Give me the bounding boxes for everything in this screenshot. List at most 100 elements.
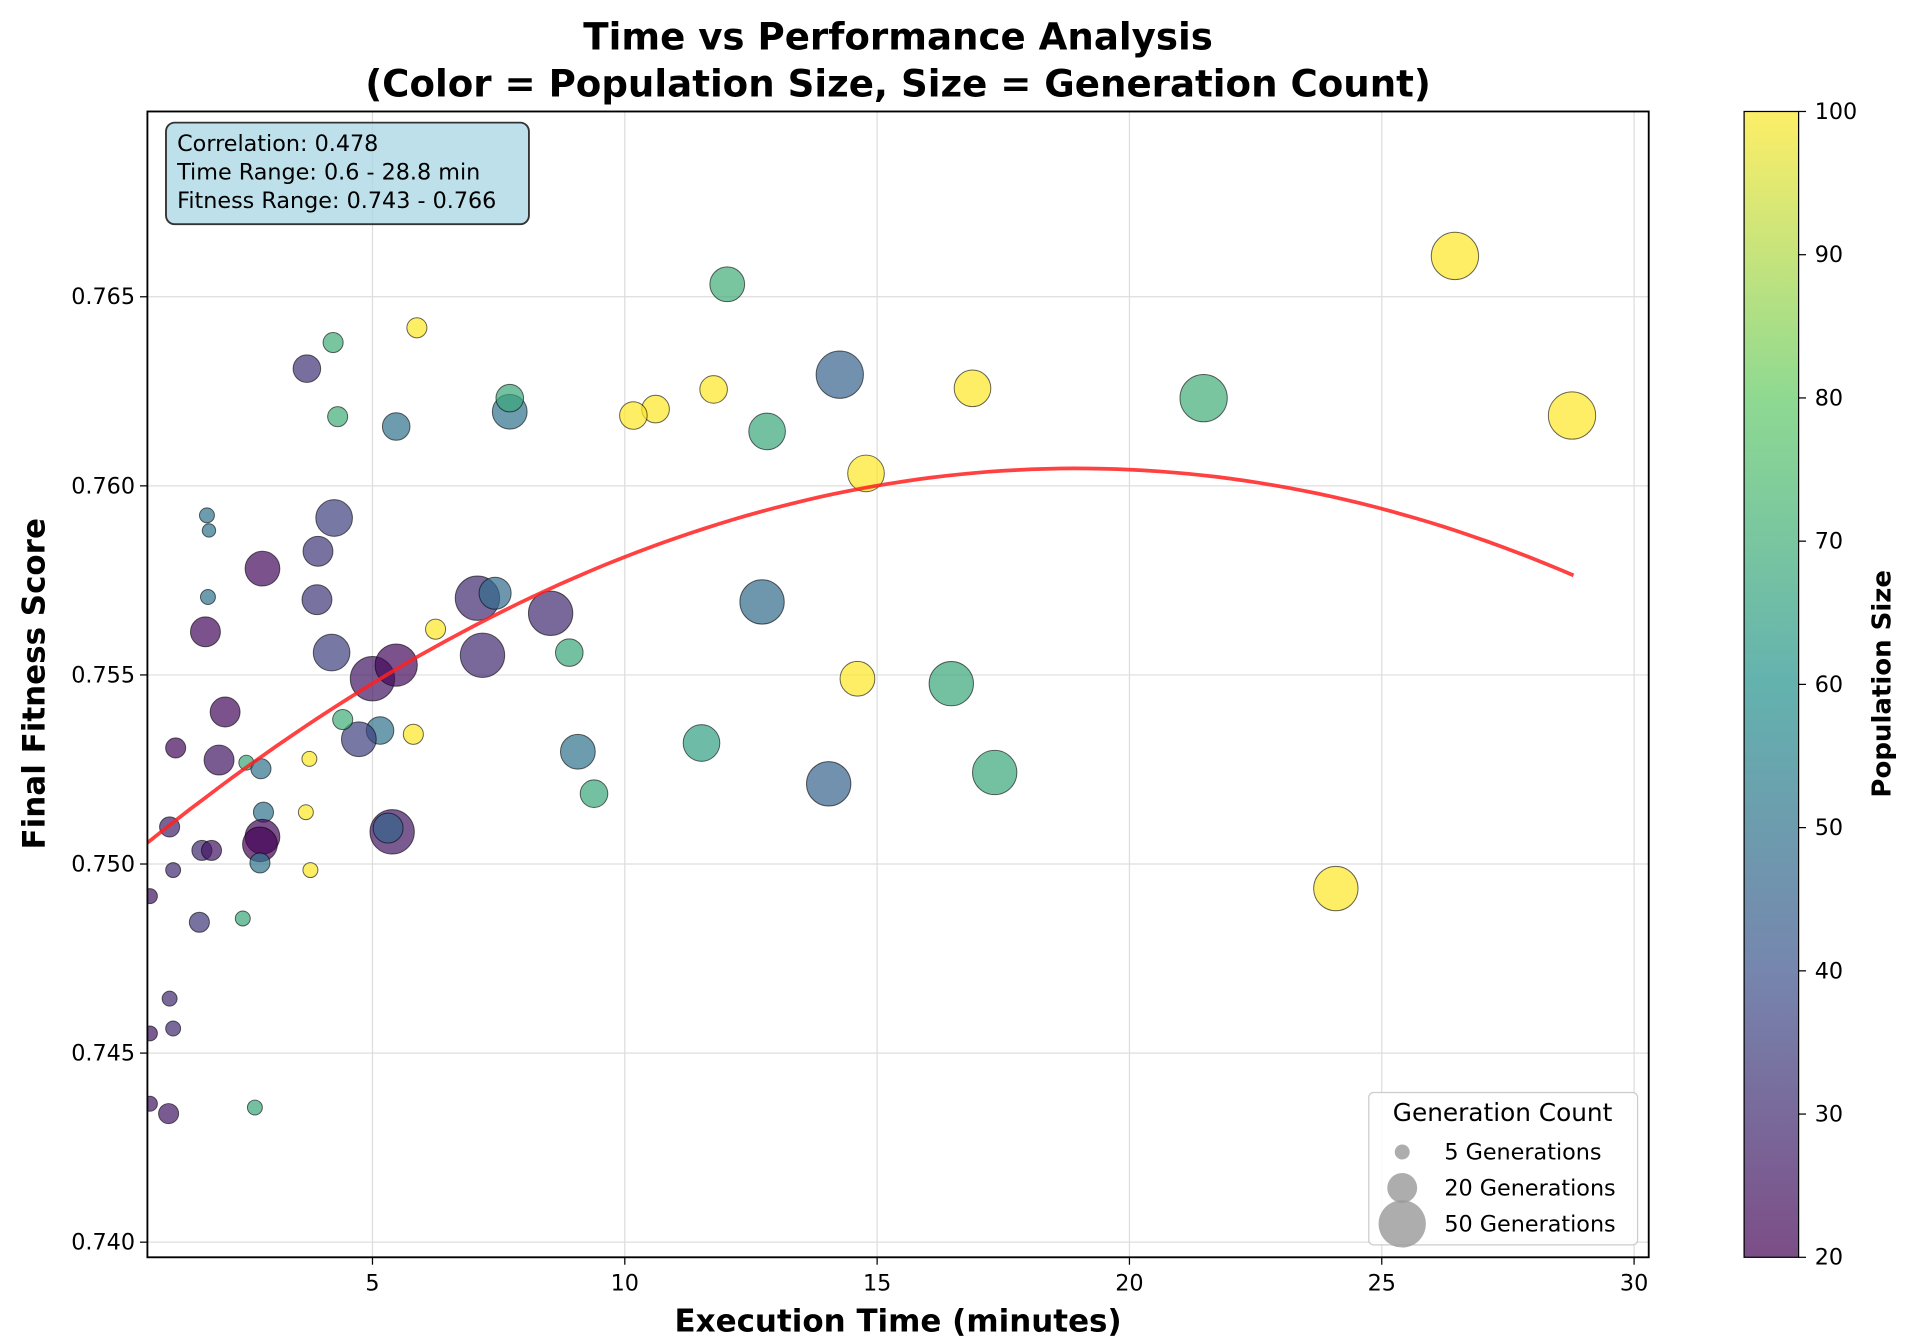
data-point <box>302 862 319 879</box>
data-point <box>495 383 525 413</box>
data-point <box>209 696 241 728</box>
x-tick-label: 30 <box>1620 1271 1648 1297</box>
chart-title: Time vs Performance Analysis <box>583 16 1213 59</box>
y-tick-label: 0.765 <box>71 284 135 310</box>
data-point <box>555 638 584 667</box>
data-point <box>297 804 314 821</box>
axis-ticks: 5 10 15 20 25 30 0.740 0.745 0.750 0.755 0.760 0.76… <box>71 284 1648 1297</box>
data-point <box>199 589 216 606</box>
y-axis-label: Final Fitness Score <box>17 518 53 849</box>
data-point <box>165 1020 182 1037</box>
annotation-time-range: Time Range: 0.6 - 28.8 min <box>176 160 480 186</box>
legend-label: 20 Generations <box>1444 1175 1615 1201</box>
data-point <box>1430 231 1480 281</box>
colorbar-tick-label: 80 <box>1815 385 1843 411</box>
trend-line <box>147 466 1575 845</box>
data-point <box>478 576 512 610</box>
data-point <box>302 535 334 567</box>
data-point <box>246 1099 263 1116</box>
data-point <box>327 406 349 428</box>
data-point <box>972 749 1018 796</box>
y-tick-label: 0.750 <box>71 851 135 877</box>
data-point <box>579 779 609 808</box>
colorbar-tick-label: 30 <box>1815 1101 1843 1127</box>
y-tick-label: 0.760 <box>71 473 135 499</box>
data-point <box>619 401 648 430</box>
x-tick-label: 15 <box>863 1271 891 1297</box>
grid <box>147 111 1649 1258</box>
annotation-correlation: Correlation: 0.478 <box>177 131 378 157</box>
data-point <box>249 852 271 874</box>
legend-marker <box>1394 1144 1410 1160</box>
y-tick-label: 0.745 <box>71 1041 135 1067</box>
data-point <box>839 660 876 697</box>
data-point <box>234 910 251 927</box>
data-point <box>1313 865 1359 912</box>
data-point <box>340 721 377 758</box>
data-point <box>158 1103 180 1125</box>
data-point <box>1179 373 1228 423</box>
data-point <box>815 350 864 399</box>
data-point <box>459 632 506 678</box>
chart-subtitle: (Color = Population Size, Size = Generat… <box>365 63 1431 106</box>
data-point <box>953 369 992 408</box>
data-point <box>244 550 281 587</box>
data-point <box>165 862 182 879</box>
data-point <box>201 523 217 538</box>
data-point <box>203 744 235 776</box>
colorbar-tick-label: 20 <box>1815 1245 1843 1271</box>
x-tick-label: 5 <box>365 1271 379 1297</box>
data-point <box>292 354 322 383</box>
legend-marker <box>1387 1172 1418 1203</box>
data-point <box>161 990 178 1007</box>
data-point <box>198 507 215 524</box>
points <box>147 231 1597 1125</box>
x-tick-label: 20 <box>1115 1271 1143 1297</box>
x-tick-label: 25 <box>1368 1271 1396 1297</box>
x-tick-label: 10 <box>611 1271 639 1297</box>
data-point <box>301 584 333 616</box>
data-point <box>312 633 351 672</box>
colorbar-label: Population Size <box>1867 570 1897 798</box>
size-legend: Generation Count 5 Generations 20 Generat… <box>1368 1091 1639 1248</box>
data-point <box>189 616 221 648</box>
colorbar-tick-label: 40 <box>1815 958 1843 984</box>
data-point <box>527 590 574 636</box>
data-point <box>165 737 187 759</box>
data-point <box>847 454 885 493</box>
legend-title: Generation Count <box>1393 1098 1613 1127</box>
legend-marker <box>1378 1200 1426 1248</box>
plot-frame <box>146 110 1650 1259</box>
data-point <box>301 750 318 767</box>
data-point <box>748 412 786 451</box>
data-point <box>559 733 596 770</box>
data-point <box>372 812 404 844</box>
data-point <box>200 839 223 861</box>
legend-label: 50 Generations <box>1444 1211 1615 1237</box>
data-point <box>739 579 785 625</box>
data-point <box>1547 391 1597 440</box>
y-tick-label: 0.755 <box>71 662 135 688</box>
data-point <box>402 723 424 745</box>
data-point <box>188 911 210 933</box>
data-point <box>381 412 411 441</box>
colorbar-tick-label: 100 <box>1815 99 1858 125</box>
data-point <box>682 724 721 762</box>
data-point <box>315 499 353 537</box>
annotation-fitness-range: Fitness Range: 0.743 - 0.766 <box>177 188 496 214</box>
legend-label: 5 Generations <box>1444 1139 1601 1165</box>
data-point <box>406 317 428 339</box>
data-point <box>322 332 344 354</box>
data-point <box>332 709 354 731</box>
data-point <box>425 618 447 640</box>
data-point <box>147 1025 158 1042</box>
colorbar: 20 30 40 50 60 70 80 90 100 Population Size <box>1743 99 1897 1271</box>
data-point <box>147 888 158 905</box>
y-tick-label: 0.740 <box>71 1230 135 1256</box>
data-point <box>699 375 728 404</box>
colorbar-tick-label: 70 <box>1815 529 1843 555</box>
colorbar-tick-label: 60 <box>1815 672 1843 698</box>
stats-annotation: Correlation: 0.478 Time Range: 0.6 - 28.… <box>165 121 530 226</box>
colorbar-tick-label: 50 <box>1815 815 1843 841</box>
